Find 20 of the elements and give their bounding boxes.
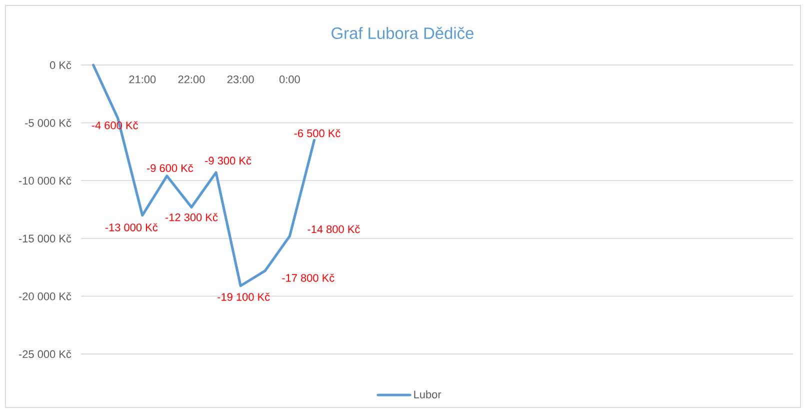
data-label: -6 500 Kč xyxy=(294,129,340,138)
x-tick-label: 21:00 xyxy=(129,76,156,84)
x-tick-label: 22:00 xyxy=(178,76,205,84)
chart-title: Graf Lubora Dědiče xyxy=(332,26,474,40)
y-tick-label: -5 000 Kč xyxy=(25,118,72,127)
data-label: -14 800 Kč xyxy=(308,225,360,234)
data-label: -17 800 Kč xyxy=(282,274,334,282)
x-tick-label: 0:00 xyxy=(279,76,300,84)
data-label: -12 300 Kč xyxy=(165,213,218,222)
x-tick-label: 23:00 xyxy=(227,76,254,84)
y-tick-label: -25 000 Kč xyxy=(18,350,72,358)
y-tick-label: -15 000 Kč xyxy=(18,234,72,242)
data-label: -9 600 Kč xyxy=(146,164,194,172)
y-tick-label: -20 000 Kč xyxy=(18,292,72,300)
legend-label: Lubor xyxy=(414,390,442,398)
data-label: -9 300 Kč xyxy=(205,156,252,165)
y-tick-label: 0 Kč xyxy=(50,60,72,70)
y-tick-label: -10 000 Kč xyxy=(18,176,72,185)
data-label: -19 100 Kč xyxy=(218,292,270,301)
data-label: -13 000 Kč xyxy=(105,223,158,232)
